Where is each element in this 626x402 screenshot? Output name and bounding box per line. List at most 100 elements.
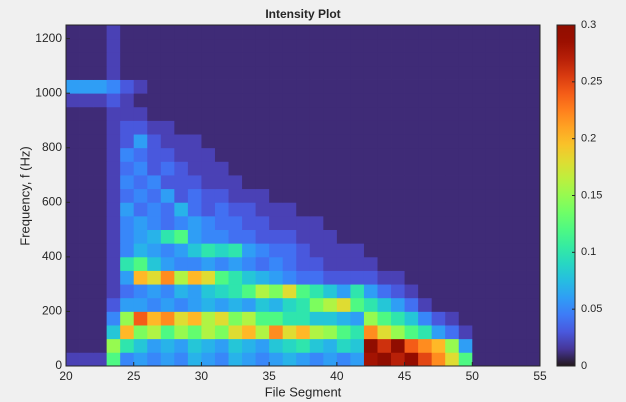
heat-cell bbox=[66, 243, 80, 258]
heat-cell bbox=[79, 325, 94, 340]
heat-cell bbox=[174, 25, 189, 40]
heat-cell bbox=[106, 65, 121, 80]
heat-cell bbox=[377, 256, 392, 271]
heat-cell bbox=[512, 325, 527, 340]
heat-cell bbox=[93, 147, 108, 162]
heat-cell bbox=[255, 243, 270, 258]
heat-cell bbox=[214, 270, 229, 285]
heat-cell bbox=[404, 38, 419, 53]
heat-cell bbox=[526, 297, 541, 312]
heat-cell bbox=[418, 352, 433, 367]
heat-cell bbox=[404, 134, 419, 149]
heat-cell bbox=[472, 311, 487, 326]
heat-cell bbox=[106, 25, 121, 40]
heat-cell bbox=[363, 65, 378, 80]
heat-cell bbox=[526, 106, 541, 121]
heat-cell bbox=[431, 188, 446, 203]
heat-cell bbox=[512, 352, 527, 367]
heat-cell bbox=[458, 38, 473, 53]
heat-cell bbox=[445, 147, 460, 162]
heat-cell bbox=[391, 175, 405, 190]
heat-cell bbox=[120, 311, 135, 326]
heat-cell bbox=[458, 352, 473, 367]
heat-cell bbox=[404, 93, 419, 108]
heat-cell bbox=[499, 229, 514, 244]
heat-cell bbox=[336, 352, 351, 367]
heat-cell bbox=[296, 256, 311, 271]
heat-cell bbox=[269, 297, 284, 312]
heat-cell bbox=[404, 215, 419, 230]
heat-cell bbox=[445, 25, 460, 40]
heat-cell bbox=[187, 338, 202, 353]
heat-cell bbox=[418, 52, 433, 67]
heat-cell bbox=[187, 93, 202, 108]
heat-cell bbox=[242, 202, 256, 217]
heat-cell bbox=[391, 338, 405, 353]
heat-cell bbox=[485, 120, 500, 135]
heat-cell bbox=[499, 147, 514, 162]
heat-cell bbox=[350, 120, 365, 135]
heat-cell bbox=[174, 229, 189, 244]
heat-cell bbox=[323, 79, 338, 94]
heat-cell bbox=[296, 229, 311, 244]
heat-cell bbox=[526, 175, 541, 190]
heat-cell bbox=[458, 120, 473, 135]
heat-cell bbox=[377, 25, 392, 40]
heat-cell bbox=[160, 38, 175, 53]
heat-cell bbox=[445, 352, 460, 367]
heat-cell bbox=[472, 188, 487, 203]
heat-cell bbox=[106, 215, 121, 230]
heat-cell bbox=[174, 202, 189, 217]
heat-cell bbox=[174, 106, 189, 121]
heat-cell bbox=[499, 338, 514, 353]
heat-cell bbox=[174, 325, 189, 340]
heat-cell bbox=[269, 338, 284, 353]
heat-cell bbox=[431, 284, 446, 299]
heat-cell bbox=[363, 243, 378, 258]
heat-cell bbox=[120, 352, 135, 367]
heat-cell bbox=[418, 79, 433, 94]
heat-cell bbox=[499, 270, 514, 285]
heat-cell bbox=[174, 311, 189, 326]
heat-cell bbox=[472, 270, 487, 285]
heat-cell bbox=[526, 270, 541, 285]
heat-cell bbox=[418, 93, 433, 108]
heat-cell bbox=[160, 106, 175, 121]
heat-cell bbox=[445, 243, 460, 258]
heat-cell bbox=[431, 106, 446, 121]
heat-cell bbox=[282, 270, 297, 285]
heat-cell bbox=[214, 188, 229, 203]
heat-cell bbox=[499, 93, 514, 108]
heat-cell bbox=[214, 147, 229, 162]
heat-cell bbox=[269, 38, 284, 53]
heat-cell bbox=[512, 93, 527, 108]
heat-cell bbox=[309, 134, 324, 149]
heat-cell bbox=[242, 52, 256, 67]
heat-cell bbox=[458, 25, 473, 40]
heat-cell bbox=[309, 325, 324, 340]
heat-cell bbox=[445, 52, 460, 67]
heat-cell bbox=[201, 270, 216, 285]
heat-cell bbox=[350, 270, 365, 285]
heat-cell bbox=[445, 202, 460, 217]
heat-cell bbox=[309, 175, 324, 190]
heat-cell bbox=[147, 161, 162, 176]
heat-cell bbox=[93, 229, 108, 244]
heat-cell bbox=[418, 243, 433, 258]
heat-cell bbox=[350, 215, 365, 230]
heat-cell bbox=[445, 93, 460, 108]
heat-cell bbox=[187, 243, 202, 258]
heat-cell bbox=[79, 147, 94, 162]
heat-cell bbox=[174, 256, 189, 271]
heat-cell bbox=[133, 202, 148, 217]
heat-cell bbox=[296, 161, 311, 176]
heat-cell bbox=[255, 338, 270, 353]
heat-cell bbox=[499, 243, 514, 258]
heat-cell bbox=[512, 243, 527, 258]
heat-cell bbox=[147, 175, 162, 190]
heat-cell bbox=[418, 188, 433, 203]
heat-cell bbox=[147, 325, 162, 340]
heat-cell bbox=[323, 284, 338, 299]
heat-cell bbox=[391, 25, 405, 40]
heat-cell bbox=[309, 120, 324, 135]
